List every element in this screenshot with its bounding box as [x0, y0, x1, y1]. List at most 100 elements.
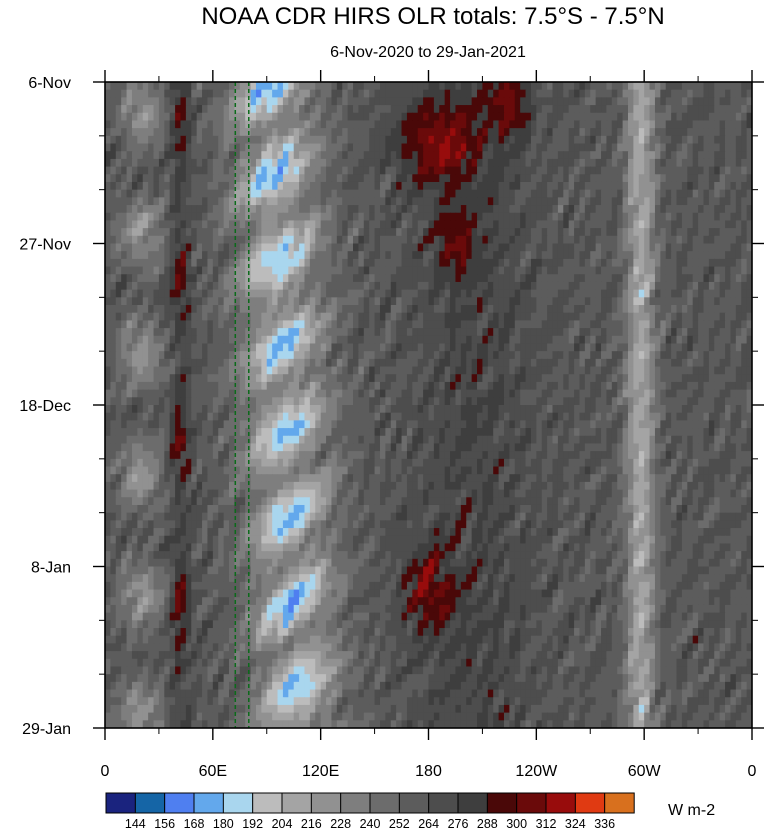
olr-cell: [536, 251, 543, 260]
olr-cell: [627, 197, 634, 206]
olr-cell: [644, 305, 651, 314]
olr-cell: [714, 97, 721, 106]
olr-cell: [169, 212, 176, 222]
olr-cell: [450, 381, 457, 391]
olr-cell: [245, 266, 252, 275]
olr-cell: [725, 243, 732, 252]
olr-cell: [293, 343, 300, 352]
olr-cell: [563, 112, 570, 122]
olr-cell: [309, 366, 316, 375]
olr-cell: [266, 158, 273, 168]
olr-cell: [450, 220, 457, 229]
olr-cell: [358, 274, 365, 283]
olr-cell: [255, 97, 262, 106]
olr-cell: [708, 297, 715, 306]
olr-cell: [369, 281, 376, 291]
olr-cell: [730, 151, 737, 160]
olr-cell: [374, 297, 381, 306]
olr-cell: [223, 197, 230, 206]
olr-cell: [574, 235, 581, 245]
olr-cell: [735, 212, 742, 222]
olr-cell: [309, 197, 316, 206]
olr-cell: [730, 366, 737, 375]
olr-cell: [493, 312, 500, 321]
olr-cell: [229, 205, 235, 214]
olr-cell: [142, 212, 149, 222]
olr-cell: [741, 374, 748, 383]
olr-cell: [654, 235, 661, 245]
olr-cell: [336, 151, 343, 160]
olr-cell: [681, 389, 688, 398]
olr-cell: [379, 351, 386, 360]
olr-cell: [196, 358, 203, 368]
olr-cell: [482, 281, 489, 291]
olr-cell: [503, 251, 510, 260]
olr-cell: [455, 105, 462, 114]
olr-cell: [390, 289, 397, 298]
olr-cell: [175, 89, 182, 98]
olr-cell: [509, 181, 516, 191]
olr-cell: [428, 166, 435, 175]
olr-cell: [223, 220, 230, 229]
olr-cell: [455, 120, 462, 129]
olr-cell: [115, 266, 122, 275]
olr-cell: [514, 174, 521, 183]
olr-cell: [563, 120, 570, 129]
olr-cell: [255, 235, 262, 245]
olr-cell: [439, 281, 446, 291]
olr-cell: [315, 105, 322, 114]
olr-cell: [601, 305, 608, 314]
olr-cell: [654, 297, 661, 306]
olr-cell: [433, 205, 440, 214]
olr-cell: [126, 151, 133, 160]
olr-cell: [633, 143, 640, 152]
olr-cell: [277, 266, 284, 275]
olr-cell: [353, 166, 360, 175]
olr-cell: [584, 82, 591, 91]
olr-cell: [293, 258, 300, 268]
olr-cell: [563, 374, 570, 383]
olr-cell: [255, 212, 262, 222]
olr-cell: [439, 243, 446, 252]
olr-cell: [245, 328, 252, 337]
olr-cell: [503, 381, 510, 391]
olr-cell: [158, 120, 165, 129]
olr-cell: [525, 328, 532, 337]
olr-cell: [649, 281, 656, 291]
olr-cell: [644, 335, 651, 345]
olr-cell: [390, 189, 397, 198]
olr-cell: [622, 312, 629, 321]
olr-cell: [450, 235, 457, 245]
olr-cell: [110, 220, 117, 229]
olr-cell: [401, 174, 408, 183]
olr-cell: [299, 274, 306, 283]
olr-cell: [131, 197, 138, 206]
olr-cell: [175, 289, 182, 298]
olr-cell: [331, 251, 338, 260]
olr-cell: [326, 266, 333, 275]
olr-cell: [590, 274, 597, 283]
olr-cell: [660, 328, 667, 337]
olr-cell: [692, 305, 699, 314]
olr-cell: [509, 135, 516, 145]
olr-cell: [579, 158, 586, 168]
olr-cell: [477, 335, 484, 345]
olr-cell: [541, 258, 548, 268]
olr-cell: [498, 112, 505, 122]
olr-cell: [552, 251, 559, 260]
olr-cell: [175, 97, 182, 106]
olr-cell: [698, 381, 705, 391]
olr-cell: [293, 374, 300, 383]
olr-cell: [428, 351, 435, 360]
olr-cell: [261, 128, 268, 137]
olr-cell: [202, 181, 209, 191]
olr-cell: [493, 235, 500, 245]
olr-cell: [282, 381, 289, 391]
olr-cell: [574, 374, 581, 383]
olr-cell: [342, 105, 349, 114]
olr-cell: [692, 205, 699, 214]
olr-cell: [649, 351, 656, 360]
olr-cell: [568, 189, 575, 198]
olr-cell: [557, 128, 564, 137]
olr-cell: [126, 374, 133, 383]
